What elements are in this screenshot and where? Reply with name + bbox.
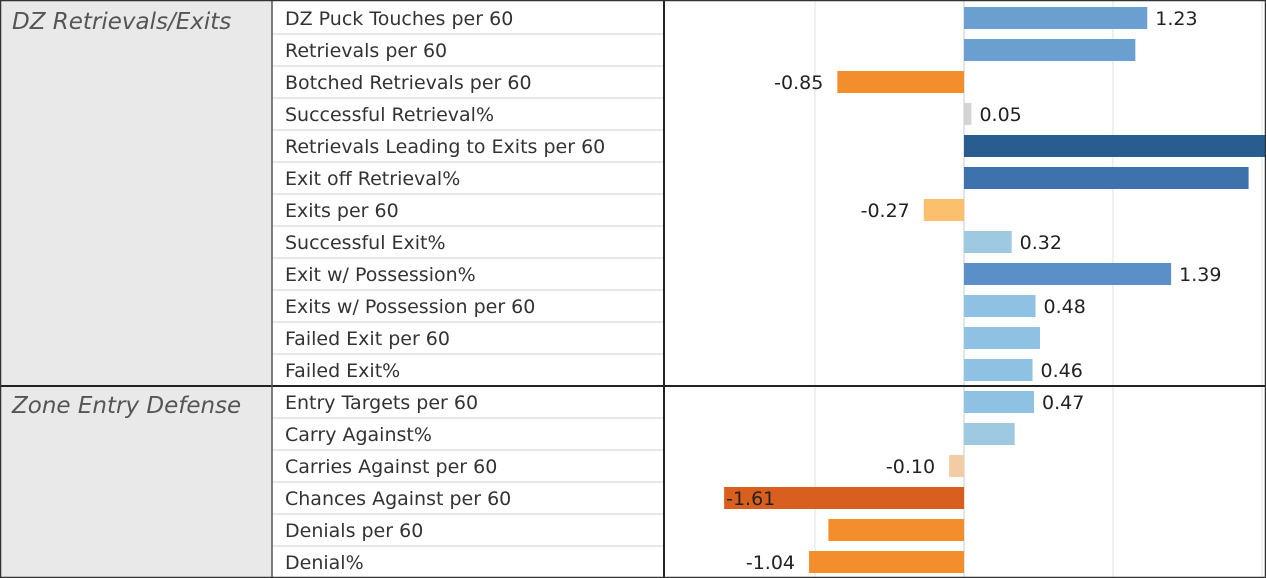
- bar: [923, 199, 964, 221]
- value-label: 0.05: [979, 104, 1021, 126]
- bar: [964, 263, 1172, 285]
- value-label: -0.10: [886, 456, 935, 478]
- metric-label: Exits per 60: [285, 200, 399, 222]
- bar: [964, 135, 1266, 157]
- value-label: -0.85: [774, 72, 823, 94]
- metric-label: Entry Targets per 60: [285, 392, 478, 414]
- metric-label: DZ Puck Touches per 60: [285, 8, 513, 30]
- bar: [964, 103, 972, 125]
- value-label: -1.04: [746, 552, 795, 574]
- bar: [964, 39, 1136, 61]
- bar: [964, 423, 1015, 445]
- bar: [809, 551, 964, 573]
- metric-label: Exits w/ Possession per 60: [285, 296, 535, 318]
- bar: [828, 519, 964, 541]
- metric-label: Failed Exit per 60: [285, 328, 450, 350]
- bar: [964, 7, 1148, 29]
- metric-label: Denials per 60: [285, 520, 423, 542]
- metric-label: Denial%: [285, 552, 364, 574]
- bar: [964, 167, 1249, 189]
- bar: [964, 391, 1035, 413]
- metric-label: Chances Against per 60: [285, 488, 511, 510]
- metric-label: Successful Exit%: [285, 232, 446, 254]
- metric-label: Carry Against%: [285, 424, 432, 446]
- value-label: -0.27: [861, 200, 910, 222]
- bar: [949, 455, 964, 477]
- group-column-bg: [0, 0, 272, 578]
- metric-label: Exit w/ Possession%: [285, 264, 476, 286]
- metric-label: Failed Exit%: [285, 360, 400, 382]
- bar: [837, 71, 964, 93]
- value-label: 0.46: [1041, 360, 1083, 382]
- group-label: Zone Entry Defense: [11, 393, 241, 419]
- bar: [964, 327, 1040, 349]
- bar: [724, 487, 964, 509]
- metric-label: Carries Against per 60: [285, 456, 497, 478]
- value-label: 0.48: [1044, 296, 1086, 318]
- value-label: 1.39: [1179, 264, 1221, 286]
- value-label: 0.32: [1020, 232, 1062, 254]
- bar: [964, 231, 1012, 253]
- value-label: -1.61: [726, 488, 775, 510]
- group-label: DZ Retrievals/Exits: [12, 9, 231, 35]
- metric-label: Botched Retrievals per 60: [285, 72, 532, 94]
- metric-label: Successful Retrieval%: [285, 104, 494, 126]
- bar: [964, 295, 1036, 317]
- value-label: 0.47: [1042, 392, 1084, 414]
- metric-label: Exit off Retrieval%: [285, 168, 460, 190]
- bar: [964, 359, 1033, 381]
- metric-label: Retrievals per 60: [285, 40, 447, 62]
- value-label: 1.23: [1155, 8, 1197, 30]
- metric-label: Retrievals Leading to Exits per 60: [285, 136, 605, 158]
